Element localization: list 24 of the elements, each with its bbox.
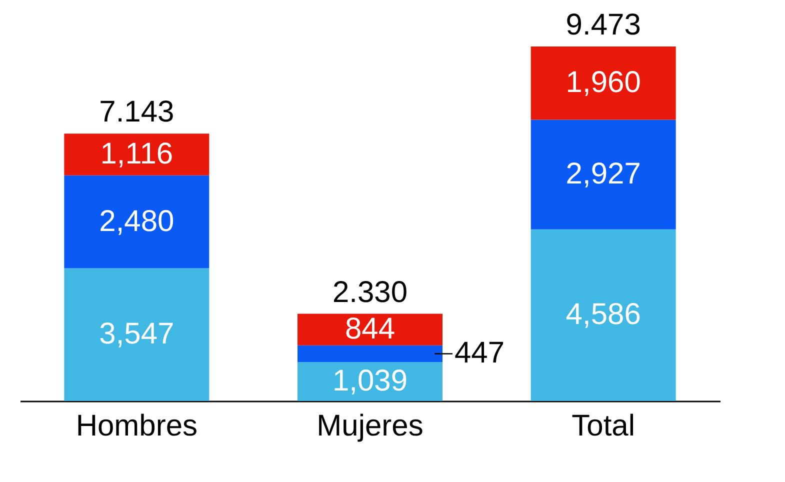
bar bbox=[298, 362, 442, 401]
bar bbox=[298, 314, 442, 346]
bar bbox=[64, 268, 210, 401]
x-tick-label: Total bbox=[572, 410, 636, 442]
data-label: 447 bbox=[454, 336, 505, 370]
bar bbox=[530, 120, 676, 230]
data-label: 1,039 bbox=[332, 364, 408, 398]
annotation: 7.143 bbox=[99, 96, 174, 129]
annotation: 9.473 bbox=[566, 8, 641, 42]
bar bbox=[64, 134, 210, 176]
data-label: 1,960 bbox=[566, 66, 641, 100]
data-label: 844 bbox=[344, 312, 396, 346]
annotation: 2.330 bbox=[332, 276, 408, 309]
bar bbox=[530, 46, 676, 120]
data-label: 3,547 bbox=[99, 318, 174, 351]
x-tick-label: Mujeres bbox=[316, 410, 424, 442]
data-label: 1,116 bbox=[100, 138, 174, 171]
x-tick-label: Hombres bbox=[76, 410, 198, 442]
data-label: 2,927 bbox=[566, 158, 641, 191]
bar bbox=[64, 175, 210, 268]
data-label: 4,586 bbox=[566, 298, 641, 332]
bar bbox=[298, 345, 442, 362]
bar bbox=[530, 229, 676, 401]
data-label: 2,480 bbox=[99, 204, 174, 238]
